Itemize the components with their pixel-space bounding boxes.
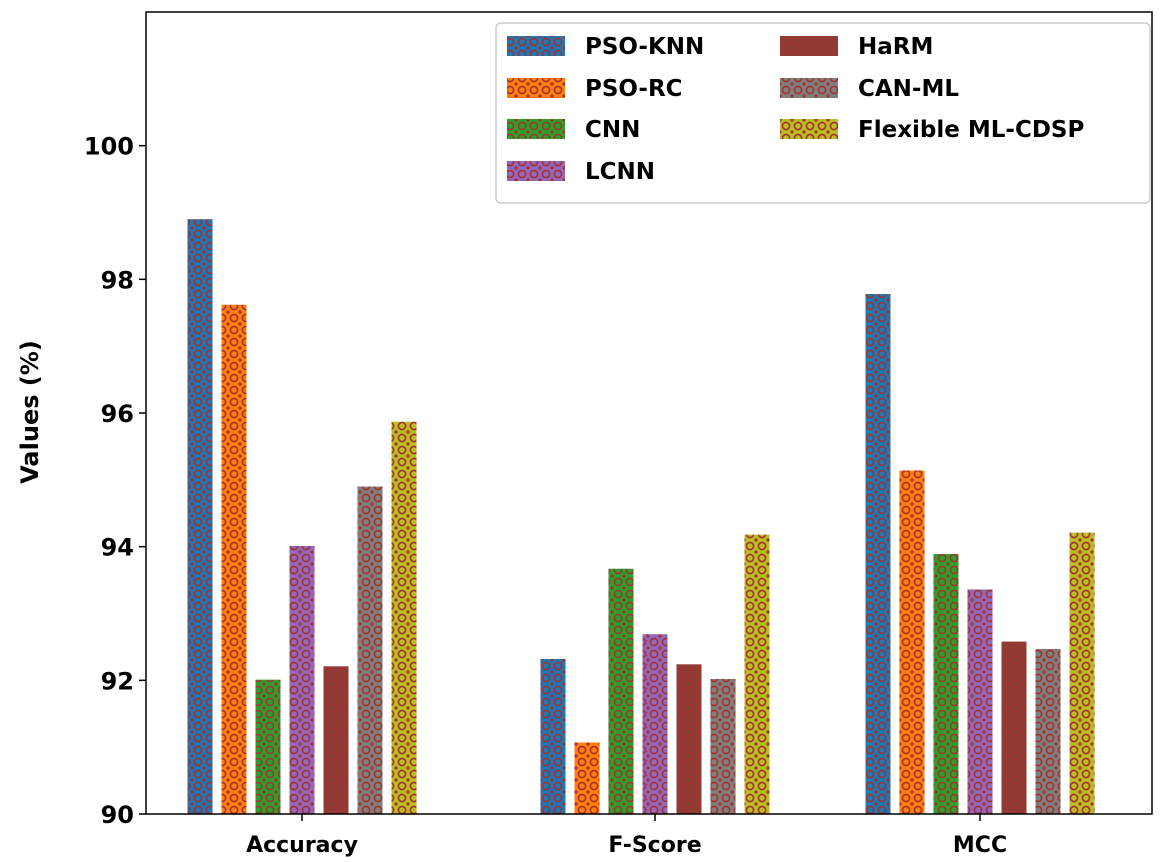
legend-label: CAN-ML (858, 76, 959, 102)
bar-pso-knn-f-score (540, 658, 566, 814)
bar-lcnn-f-score (642, 634, 668, 814)
y-tick-label: 94 (101, 534, 134, 562)
y-axis-label: Values (%) (16, 340, 44, 484)
bar-can-ml-accuracy (357, 486, 383, 814)
bar-pso-rc-accuracy (221, 304, 247, 814)
bar-flexible-ml-cdsp-f-score (744, 534, 770, 814)
bar-flexible-ml-cdsp-accuracy (391, 421, 417, 814)
bar-pso-rc-f-score (574, 742, 600, 814)
bar-harm-mcc (1001, 641, 1027, 814)
legend-label: HaRM (858, 34, 933, 60)
bar-flexible-ml-cdsp-mcc (1069, 532, 1095, 814)
bar-cnn-mcc (933, 554, 959, 814)
x-axis: Accuracy F-Score MCC (246, 814, 1007, 858)
legend-swatch (507, 78, 565, 98)
legend-swatch (507, 36, 565, 56)
x-tick-label: Accuracy (246, 833, 358, 858)
legend: PSO-KNN PSO-RC CNN LCNN HaRM CAN-ML Flexible M… (495, 22, 1151, 204)
bar-can-ml-f-score (710, 678, 736, 814)
legend-swatch (780, 119, 838, 139)
y-tick-label: 96 (101, 400, 134, 428)
x-tick-label: F-Score (608, 833, 701, 858)
legend-swatch (780, 36, 838, 56)
legend-swatch (780, 78, 838, 98)
bar-cnn-f-score (608, 568, 634, 814)
legend-label: LCNN (585, 159, 655, 185)
y-tick-label: 92 (101, 667, 134, 695)
bar-pso-rc-mcc (899, 470, 925, 814)
bar-pso-knn-mcc (865, 294, 891, 815)
y-axis: 90 92 94 96 98 100 (84, 133, 146, 829)
legend-swatch (507, 119, 565, 139)
legend-swatch (507, 161, 565, 181)
bar-lcnn-accuracy (289, 545, 315, 814)
legend-box (495, 22, 1151, 204)
bar-can-ml-mcc (1035, 648, 1061, 814)
bar-harm-f-score (676, 664, 702, 814)
y-tick-label: 98 (101, 266, 134, 294)
legend-label: PSO-KNN (585, 34, 704, 60)
bar-pso-knn-accuracy (187, 219, 213, 814)
y-tick-label: 90 (101, 801, 134, 829)
legend-label: CNN (585, 117, 640, 143)
legend-label: Flexible ML-CDSP (858, 117, 1084, 143)
bar-lcnn-mcc (967, 589, 993, 814)
legend-label: PSO-RC (585, 76, 683, 102)
x-tick-label: MCC (953, 833, 1007, 858)
bars-layer (187, 219, 1095, 815)
bar-harm-accuracy (323, 666, 349, 814)
bar-cnn-accuracy (255, 679, 281, 814)
y-tick-label: 100 (84, 133, 134, 161)
